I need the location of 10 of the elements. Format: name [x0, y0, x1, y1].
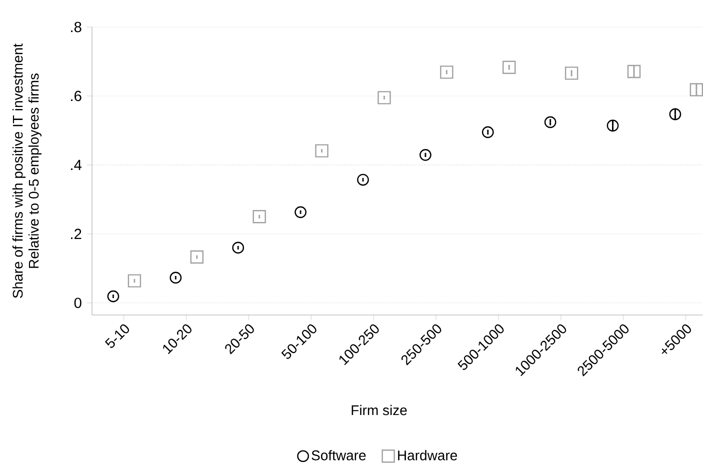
y-tick-label: 0 [74, 298, 82, 308]
text: Share of firms with positive IT investment [12, 44, 26, 298]
y-tick-label: .8 [71, 22, 82, 32]
y-tick-label: .4 [71, 160, 82, 170]
legend-label: Hardware [398, 450, 458, 461]
x-axis-title: Firm size [352, 405, 407, 416]
text: Relative to 0-5 employees firms [28, 74, 42, 268]
y-tick-label: .6 [71, 91, 82, 102]
legend-label: Software [312, 450, 366, 461]
y-tick-label: .2 [71, 229, 82, 240]
